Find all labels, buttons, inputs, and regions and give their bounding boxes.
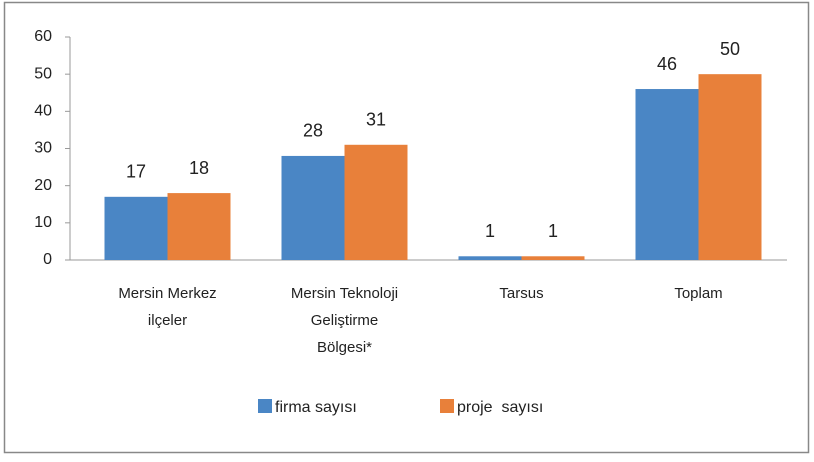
y-tick-label: 30	[34, 140, 52, 157]
bar	[344, 144, 408, 260]
bar	[521, 256, 585, 260]
data-label: 1	[548, 221, 558, 241]
data-label: 1	[485, 221, 495, 241]
x-tick-label: Mersin Teknoloji Geliştirme Bölgesi*	[291, 285, 398, 356]
bar	[635, 89, 699, 261]
y-tick-label: 40	[34, 103, 52, 120]
legend-swatch	[440, 399, 454, 413]
y-tick-label: 20	[34, 177, 52, 194]
x-tick-label: Toplam	[674, 285, 722, 302]
data-label: 17	[126, 162, 146, 182]
y-tick-label: 50	[34, 65, 52, 82]
bar	[167, 193, 231, 260]
legend-label: firma sayısı	[275, 399, 357, 416]
data-label: 46	[657, 54, 677, 74]
bar	[698, 74, 762, 261]
bar	[458, 256, 522, 260]
y-tick-label: 10	[34, 214, 52, 231]
data-label: 31	[366, 110, 386, 130]
legend-label: proje sayısı	[457, 399, 543, 416]
x-tick-label: Mersin Merkez ilçeler	[118, 285, 216, 329]
data-label: 28	[303, 121, 323, 141]
y-tick-label: 0	[43, 251, 52, 268]
bar	[104, 196, 168, 260]
y-tick-label: 60	[34, 28, 52, 45]
bar	[281, 155, 345, 260]
legend-swatch	[258, 399, 272, 413]
x-tick-label: Tarsus	[499, 285, 543, 302]
data-label: 18	[189, 158, 209, 178]
data-label: 50	[720, 39, 740, 59]
